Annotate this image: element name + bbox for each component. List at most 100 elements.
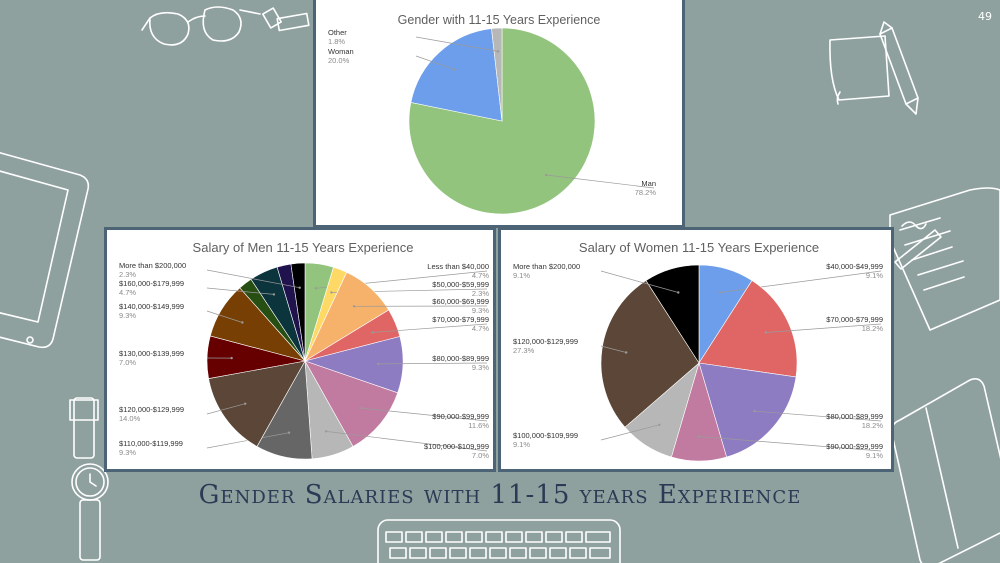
leader-line — [698, 436, 882, 452]
slice-percent: 18.2% — [862, 421, 884, 430]
slice-percent: 11.6% — [468, 421, 489, 430]
pie-slice — [645, 264, 700, 365]
leader-dot — [677, 291, 680, 294]
slice-label: $120,000-$129,999 — [513, 337, 578, 346]
gender-chart-panel: Gender with 11-15 Years Experience Man 78… — [313, 0, 685, 228]
slice-label: $40,000-$49,999 — [826, 262, 883, 271]
slice-label: $70,000-$79,999 — [826, 315, 883, 324]
pie-slice — [304, 360, 399, 447]
slice-percent: 7.0% — [119, 358, 136, 367]
notebook-icon — [889, 187, 1000, 331]
leader-line — [206, 269, 300, 289]
women-salary-pie-chart: Salary of Women 11-15 Years Experience $… — [513, 240, 884, 462]
chart-title: Salary of Women 11-15 Years Experience — [579, 240, 819, 255]
slice-label: $160,000-$179,999 — [119, 279, 184, 288]
slice-label: $130,000-$139,999 — [119, 349, 184, 358]
slide-title: Gender Salaries with 11-15 years Experie… — [198, 480, 802, 510]
page-number: 49 — [978, 10, 992, 23]
slice-percent: 9.1% — [866, 271, 883, 280]
slice-label: $140,000-$149,999 — [119, 302, 184, 311]
slice-label: $70,000-$79,999 — [432, 315, 489, 324]
slice-label: $120,000-$129,999 — [119, 405, 184, 414]
slice-label: $90,000-$99,999 — [432, 412, 489, 421]
leader-dot — [371, 331, 374, 334]
gender-pie-chart: Gender with 11-15 Years Experience Man78… — [328, 13, 657, 215]
pie-slice — [600, 280, 700, 428]
leader-line — [415, 55, 456, 70]
leader-dot — [453, 68, 457, 71]
leader-dot — [352, 305, 356, 308]
pie-slice — [290, 262, 306, 362]
leader-dot — [314, 287, 317, 290]
leader-dot — [764, 331, 768, 334]
leader-dot — [658, 423, 661, 426]
leader-dot — [697, 435, 701, 438]
slice-percent: 20.0% — [328, 56, 350, 65]
leader-dot — [241, 321, 244, 324]
glasses-icon — [141, 6, 261, 46]
leader-line — [378, 362, 488, 365]
slice-percent: 14.0% — [119, 414, 141, 423]
slice-percent: 9.3% — [472, 306, 489, 315]
leader-dot — [244, 402, 247, 405]
leader-line — [765, 323, 882, 333]
leader-line — [600, 424, 660, 441]
slice-percent: 4.7% — [472, 271, 489, 280]
sticky-note-icon — [829, 35, 890, 105]
pen-icon — [879, 21, 919, 115]
leader-line — [361, 407, 488, 422]
leader-line — [600, 345, 627, 353]
slice-label: $90,000-$99,999 — [826, 442, 883, 451]
leader-dot — [625, 351, 628, 354]
slice-percent: 9.3% — [119, 448, 136, 457]
slice-percent: 18.2% — [862, 324, 884, 333]
leader-dot — [360, 406, 363, 410]
slice-label: More than $200,000 — [119, 261, 186, 270]
slice-percent: 78.2% — [635, 188, 657, 197]
leader-line — [372, 323, 488, 333]
slice-label: $110,000-$119,999 — [119, 439, 183, 448]
slice-label: $80,000-$89,999 — [432, 354, 489, 363]
tablet-icon — [0, 151, 90, 349]
usb-stick-icon — [262, 7, 310, 32]
slice-label: $80,000-$89,999 — [826, 412, 883, 421]
leader-dot — [324, 430, 328, 433]
slice-percent: 4.7% — [119, 288, 136, 297]
slice-percent: 9.3% — [472, 363, 489, 372]
pie-slice — [410, 28, 503, 122]
leader-line — [206, 310, 243, 323]
slice-label: Man — [641, 179, 656, 188]
pie-slice — [491, 27, 503, 122]
watch-icon — [69, 397, 109, 561]
pie-slice — [698, 280, 798, 378]
slice-label: $100,000-$109,999 — [424, 442, 489, 451]
slice-percent: 7.0% — [472, 451, 489, 460]
pie-slice — [698, 362, 797, 458]
chart-title: Salary of Men 11-15 Years Experience — [193, 240, 414, 255]
leader-line — [754, 410, 882, 422]
leader-dot — [544, 173, 548, 177]
leader-dot — [718, 291, 721, 294]
slice-label: Other — [328, 28, 347, 37]
women-salary-chart-panel: Salary of Women 11-15 Years Experience $… — [498, 227, 894, 472]
slice-percent: 9.1% — [866, 451, 883, 460]
slice-label: Woman — [328, 47, 354, 56]
leader-dot — [287, 431, 291, 434]
journal-icon — [890, 378, 1000, 563]
slice-label: Less than $40,000 — [427, 262, 489, 271]
leader-dot — [330, 291, 333, 294]
slice-percent: 27.3% — [513, 346, 535, 355]
leader-line — [206, 403, 246, 415]
men-salary-chart-panel: Salary of Men 11-15 Years Experience Les… — [104, 227, 496, 472]
leader-dot — [230, 356, 233, 360]
slice-label: $100,000-$109,999 — [513, 431, 578, 440]
slice-label: More than $200,000 — [513, 262, 580, 271]
slice-label: $50,000-$59,999 — [432, 280, 489, 289]
slice-percent: 9.3% — [119, 311, 136, 320]
slice-percent: 2.3% — [472, 289, 489, 298]
slice-label: $60,000-$69,999 — [432, 297, 489, 306]
leader-dot — [272, 293, 276, 296]
leader-dot — [496, 50, 500, 53]
men-salary-pie-chart: Salary of Men 11-15 Years Experience Les… — [119, 240, 489, 460]
slice-percent: 9.1% — [513, 440, 530, 449]
